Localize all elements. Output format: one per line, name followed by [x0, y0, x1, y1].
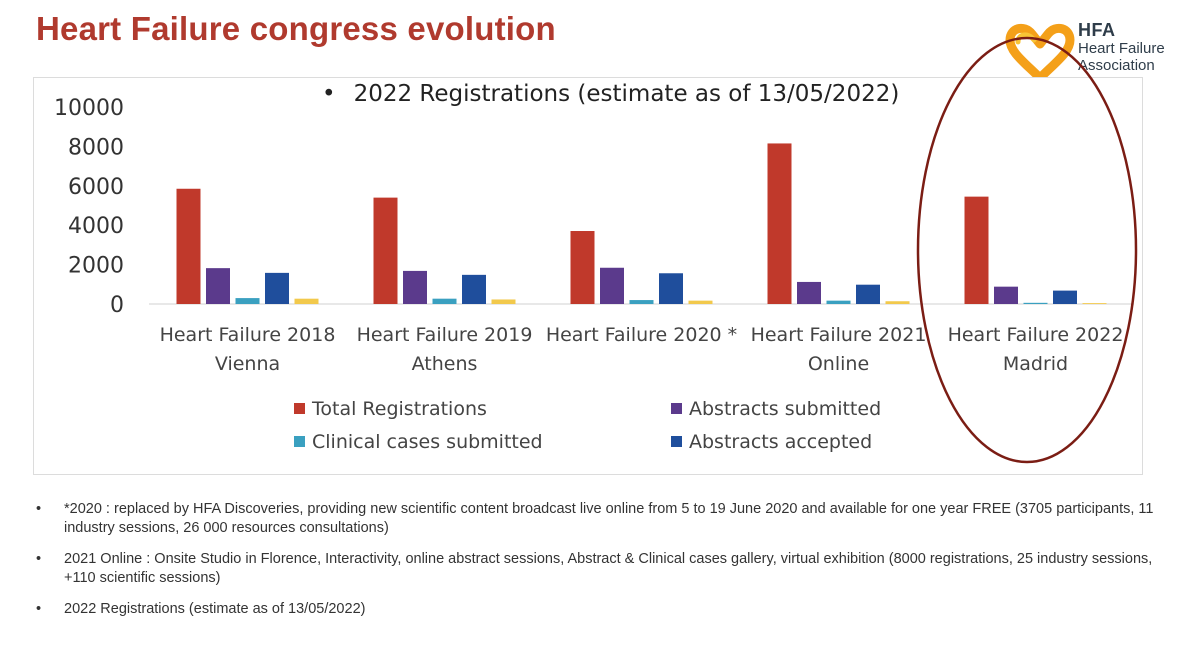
- bar: [659, 273, 683, 304]
- legend-label: Clinical cases submitted: [312, 431, 543, 453]
- bar-chart: 0 2000 4000 6000 8000 10000 Heart Failure 2018…: [54, 96, 1134, 453]
- bar: [403, 270, 427, 304]
- bar: [176, 188, 201, 304]
- x-tick-label: Heart Failure 2020 *: [546, 324, 737, 346]
- bar: [964, 196, 989, 304]
- bar: [235, 298, 260, 304]
- x-tick-label: Heart Failure 2019: [357, 324, 533, 346]
- legend-swatch: [671, 403, 682, 414]
- bar: [432, 298, 457, 304]
- bar: [600, 267, 624, 304]
- footnote-bullet: •: [36, 551, 42, 567]
- heart-logo-icon: [1005, 23, 1075, 82]
- bar: [1053, 290, 1077, 304]
- footnote-item: • 2022 Registrations (estimate as of 13/…: [36, 600, 1156, 619]
- legend-swatch: [294, 436, 305, 447]
- bar: [767, 143, 792, 304]
- footnote-text: *2020 : replaced by HFA Discoveries, pro…: [64, 501, 1154, 536]
- bar: [629, 300, 654, 304]
- footnote-bullet: •: [36, 601, 42, 617]
- x-tick-label: Madrid: [1003, 353, 1068, 375]
- logo-line1: Heart Failure: [1078, 40, 1165, 57]
- bar: [885, 301, 910, 304]
- hfa-logo: HFA Heart Failure Association: [1004, 18, 1194, 84]
- footnotes: • *2020 : replaced by HFA Discoveries, p…: [36, 500, 1156, 631]
- x-tick-label: Online: [808, 353, 869, 375]
- bar: [826, 300, 851, 304]
- bar: [462, 274, 486, 304]
- x-tick-label: Heart Failure 2021: [751, 324, 927, 346]
- bar: [797, 281, 821, 304]
- legend-swatch: [671, 436, 682, 447]
- bar: [570, 231, 595, 304]
- y-tick-label: 0: [110, 293, 124, 318]
- bar: [688, 300, 713, 304]
- legend-label: Abstracts accepted: [689, 431, 872, 453]
- legend-swatch: [294, 403, 305, 414]
- x-tick-label: Athens: [412, 353, 478, 375]
- footnote-bullet: •: [36, 501, 42, 517]
- bar: [265, 272, 289, 304]
- bar: [1023, 302, 1048, 304]
- legend-label: Total Registrations: [311, 398, 487, 420]
- footnote-item: • *2020 : replaced by HFA Discoveries, p…: [36, 500, 1156, 538]
- y-tick-label: 6000: [68, 175, 124, 200]
- y-tick-label: 10000: [54, 96, 124, 121]
- bar: [294, 298, 319, 304]
- logo-line2: Association: [1078, 57, 1155, 74]
- chart-title-text: 2022 Registrations (estimate as of 13/05…: [353, 81, 900, 107]
- chart-title: • 2022 Registrations (estimate as of 13/0…: [322, 81, 899, 107]
- chart-title-bullet: •: [322, 81, 336, 107]
- footnote-item: • 2021 Online : Onsite Studio in Florenc…: [36, 550, 1156, 588]
- bar: [994, 286, 1018, 304]
- x-tick-label: Vienna: [215, 353, 280, 375]
- x-tick-label: Heart Failure 2022: [948, 324, 1124, 346]
- y-tick-label: 4000: [68, 214, 124, 239]
- footnote-text: 2021 Online : Onsite Studio in Florence,…: [64, 551, 1153, 586]
- bar: [206, 268, 230, 304]
- logo-abbr: HFA: [1078, 20, 1116, 40]
- bar: [491, 299, 516, 304]
- y-tick-label: 2000: [68, 254, 124, 279]
- y-tick-label: 8000: [68, 135, 124, 160]
- bar: [373, 197, 398, 304]
- x-tick-label: Heart Failure 2018: [160, 324, 336, 346]
- slide-title: Heart Failure congress evolution: [36, 10, 556, 47]
- chart-frame: 0 2000 4000 6000 8000 10000 Heart Failure 2018…: [33, 77, 1143, 475]
- bar: [1082, 303, 1107, 304]
- legend-label: Abstracts submitted: [689, 398, 881, 420]
- bar: [856, 284, 880, 304]
- footnote-text: 2022 Registrations (estimate as of 13/05…: [64, 601, 366, 617]
